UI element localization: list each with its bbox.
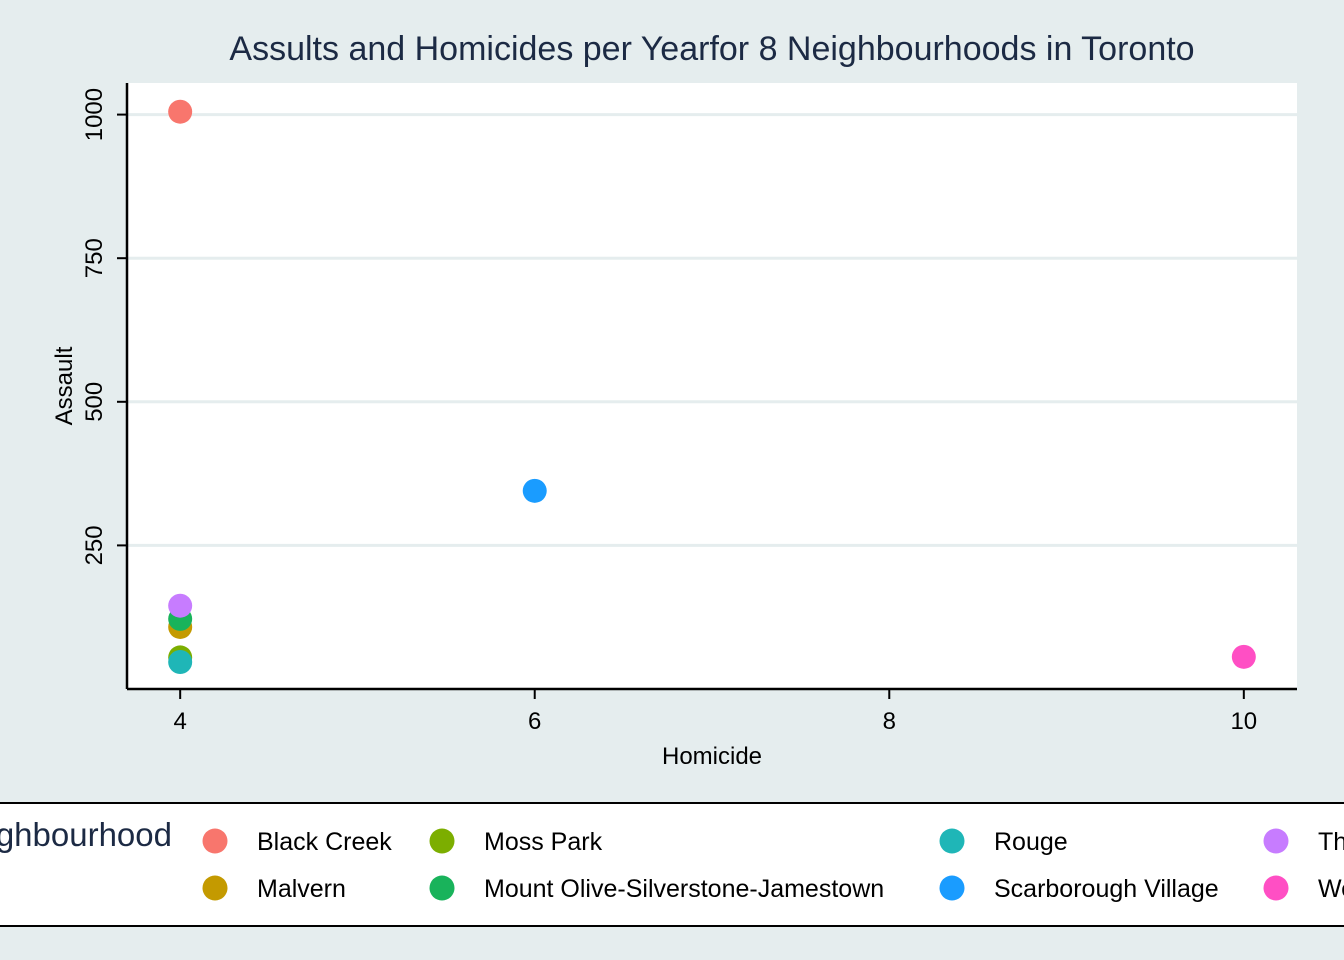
legend-key — [202, 828, 228, 854]
legend-label: Scarborough Village — [994, 875, 1219, 903]
legend: Neighbourhood Black Creek Malvern Moss Par… — [0, 802, 1344, 927]
data-points — [168, 99, 1256, 675]
data-point — [522, 478, 547, 503]
plot-panel — [127, 83, 1297, 689]
data-point — [168, 593, 193, 618]
legend-label: Mount Olive-Silverstone-Jamestown — [484, 875, 884, 903]
legend-label: Malvern — [257, 875, 346, 903]
axis-ticks: 250 500 750 1000 4 6 8 10 — [81, 88, 1257, 735]
x-tick-label: 4 — [174, 708, 187, 735]
data-point — [168, 650, 193, 675]
grid-lines — [127, 113, 1297, 547]
legend-key — [939, 828, 965, 854]
legend-label: Rouge — [994, 828, 1068, 856]
chart-title: Assults and Homicides per Yearfor 8 Neig… — [229, 30, 1194, 68]
legend-label: The Elms-Junction Area — [1318, 828, 1344, 856]
legend-key — [939, 875, 965, 901]
legend-items: Black Creek Malvern Moss Park Mount Olive-S… — [202, 828, 1344, 903]
data-point — [1231, 644, 1256, 669]
x-tick-label: 8 — [883, 708, 896, 735]
legend-key — [429, 875, 455, 901]
legend-label: Black Creek — [257, 828, 392, 856]
legend-key — [1263, 875, 1289, 901]
legend-label: Moss Park — [484, 828, 603, 856]
legend-key — [202, 875, 228, 901]
x-tick-label: 10 — [1230, 708, 1257, 735]
legend-label: Weston — [1318, 875, 1344, 903]
y-tick-label: 250 — [81, 525, 108, 565]
legend-key — [429, 828, 455, 854]
x-tick-label: 6 — [528, 708, 541, 735]
legend-title: Neighbourhood — [0, 816, 172, 853]
y-tick-label: 750 — [81, 238, 108, 278]
legend-box — [0, 802, 1344, 927]
y-axis-title: Assault — [51, 346, 78, 425]
data-point — [168, 99, 193, 124]
y-tick-label: 1000 — [81, 88, 108, 141]
y-tick-label: 500 — [81, 382, 108, 422]
x-axis-title: Homicide — [662, 743, 762, 770]
legend-key — [1263, 828, 1289, 854]
